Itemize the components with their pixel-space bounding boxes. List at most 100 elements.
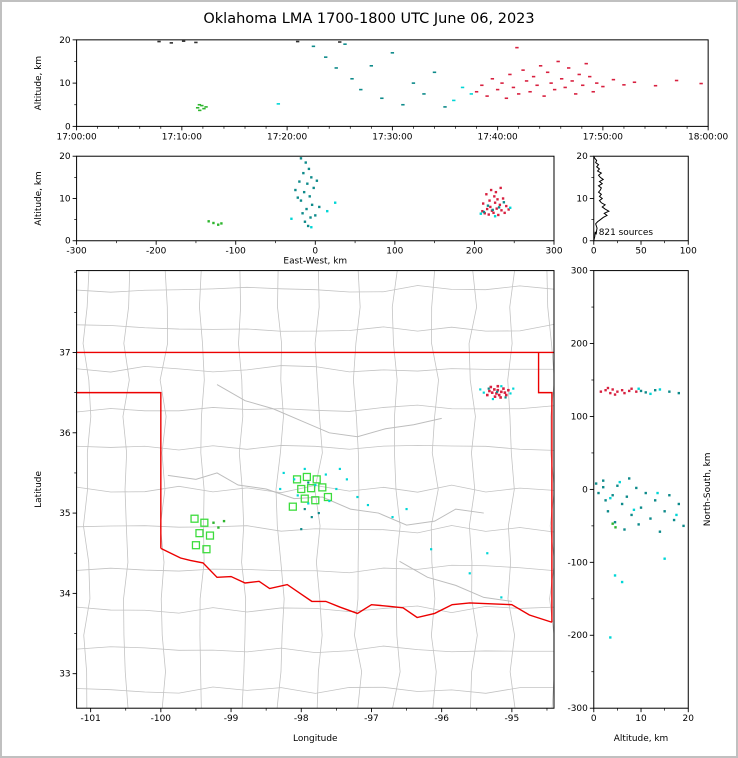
series-central-band-teal — [594, 477, 685, 533]
svg-text:0: 0 — [312, 247, 318, 257]
tick-marks-map — [72, 271, 548, 713]
svg-text:10: 10 — [635, 714, 647, 724]
panel-map: -101 -100 -99 -98 -97 -96 -95 33 34 35 36 37 Longitu… — [34, 270, 555, 744]
series-southwest-green — [611, 522, 617, 529]
xlabel-ew_altitude: East-West, km — [283, 257, 347, 267]
kiamichi-river-line — [399, 560, 512, 602]
svg-text:0: 0 — [582, 485, 588, 495]
svg-text:200: 200 — [571, 340, 588, 350]
svg-text:-100: -100 — [568, 558, 589, 568]
oklahoma-state-border — [76, 351, 554, 623]
series-storm-cluster-red — [481, 186, 510, 217]
svg-text:-200: -200 — [568, 631, 589, 641]
series-west-green — [207, 220, 223, 226]
series-northeast-storm-red — [486, 384, 510, 399]
svg-text:-95: -95 — [505, 714, 520, 724]
svg-text:-99: -99 — [224, 714, 239, 724]
series-central-column-teal — [294, 157, 321, 228]
svg-text:-97: -97 — [364, 714, 379, 724]
panel-ew_altitude: -300 -200 -100 0 100 200 300 0 10 20 East-West, km… — [34, 152, 563, 266]
svg-text:-100: -100 — [151, 714, 172, 724]
svg-text:-200: -200 — [146, 247, 167, 257]
svg-text:20: 20 — [576, 152, 588, 162]
county-boundaries — [76, 270, 554, 709]
tick-labels-ew_altitude: -300 -200 -100 0 100 200 300 0 10 20 — [59, 152, 563, 256]
svg-text:20: 20 — [59, 152, 71, 162]
tick-labels-map: -101 -100 -99 -98 -97 -96 -95 33 34 35 36 37 — [59, 348, 519, 724]
svg-text:17:00:00: 17:00:00 — [57, 132, 97, 142]
svg-text:-300: -300 — [66, 247, 87, 257]
svg-text:20: 20 — [59, 36, 71, 46]
panel-ns_altitude: 0 10 20 -300 -200 -100 0 100 200 300 Altitude, km N… — [568, 267, 714, 744]
svg-text:0: 0 — [582, 237, 588, 247]
tick-marks-time_altitude — [72, 39, 709, 131]
ylabel-ns_altitude: North-South, km — [703, 453, 713, 527]
xlabel-ns_altitude: Altitude, km — [614, 734, 669, 744]
series-sources-1722-1735-teal — [311, 43, 447, 108]
series-sources-1738-1800-red — [474, 46, 703, 100]
svg-text:-100: -100 — [226, 247, 247, 257]
series-central-column-cyan — [290, 201, 337, 229]
series-central-sources-cyan — [279, 467, 503, 599]
svg-text:-96: -96 — [434, 714, 449, 724]
series-central-sources-teal — [300, 481, 320, 531]
svg-text:18:00:00: 18:00:00 — [688, 132, 728, 142]
svg-text:100: 100 — [571, 412, 588, 422]
series-southwest-sources-green — [212, 519, 226, 529]
source-count-label: 821 sources — [599, 228, 654, 238]
svg-text:17:10:00: 17:10:00 — [162, 132, 202, 142]
tick-labels-ns_altitude: 0 10 20 -300 -200 -100 0 100 200 300 — [568, 267, 695, 725]
tick-marks-ew_altitude — [72, 155, 555, 245]
series-central-band-cyan — [609, 480, 678, 517]
series-storm-cluster-cyan — [479, 206, 512, 218]
xlabel-map: Longitude — [293, 734, 338, 744]
svg-text:35: 35 — [59, 509, 70, 519]
series-storm-cluster-teal — [482, 201, 506, 214]
series-south-outliers-cyan — [609, 557, 666, 639]
ylabel-map: Latitude — [34, 471, 44, 508]
panel-frame-ns_altitude — [593, 270, 689, 709]
svg-text:300: 300 — [571, 267, 588, 277]
series-storm-cluster-cyan — [637, 387, 662, 396]
altitude-histogram-line — [593, 156, 610, 241]
series-northeast-storm-teal — [487, 387, 507, 399]
svg-text:17:50:00: 17:50:00 — [583, 132, 623, 142]
svg-text:17:20:00: 17:20:00 — [267, 132, 307, 142]
svg-text:300: 300 — [545, 247, 562, 257]
svg-text:36: 36 — [59, 429, 71, 439]
svg-text:33: 33 — [59, 670, 70, 680]
ylabel-time_altitude: Altitude, km — [34, 56, 44, 110]
svg-text:-98: -98 — [294, 714, 309, 724]
tick-labels-time_altitude: 17:00:00 17:10:00 17:20:00 17:30:00 17:40:00… — [57, 36, 729, 142]
svg-text:0: 0 — [591, 247, 597, 257]
svg-text:10: 10 — [576, 194, 588, 204]
tick-marks-source_histogram — [589, 155, 689, 245]
svg-text:17:30:00: 17:30:00 — [372, 132, 412, 142]
panel-time_altitude: 17:00:00 17:10:00 17:20:00 17:30:00 17:40:00… — [34, 36, 729, 142]
series-storm-cluster-red — [599, 386, 638, 396]
svg-text:0: 0 — [591, 714, 597, 724]
svg-text:10: 10 — [59, 194, 71, 204]
series-northeast-storm-cyan — [479, 385, 515, 401]
svg-text:50: 50 — [635, 247, 647, 257]
svg-text:-300: -300 — [568, 704, 589, 714]
svg-text:0: 0 — [65, 237, 71, 247]
cimarron-river-line — [216, 384, 442, 438]
svg-text:100: 100 — [386, 247, 403, 257]
series-sources-1711-green — [195, 103, 208, 112]
svg-text:10: 10 — [59, 79, 71, 89]
canadian-river-line — [167, 472, 484, 526]
svg-text:-101: -101 — [80, 714, 100, 724]
svg-text:34: 34 — [59, 589, 71, 599]
tick-marks-ns_altitude — [589, 270, 689, 713]
svg-text:20: 20 — [683, 714, 695, 724]
lma-station-markers — [190, 472, 333, 554]
svg-text:17:40:00: 17:40:00 — [478, 132, 518, 142]
series-storm-cluster-teal — [639, 389, 681, 395]
svg-text:100: 100 — [680, 247, 697, 257]
svg-text:0: 0 — [65, 122, 71, 132]
panel-frame-map — [76, 270, 555, 709]
